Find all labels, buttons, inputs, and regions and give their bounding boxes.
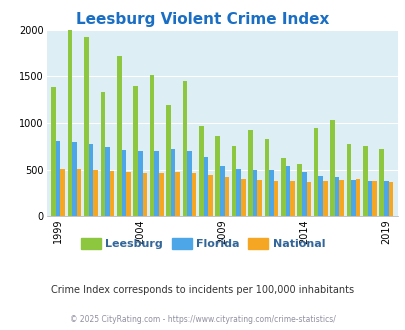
Bar xyxy=(158,173,163,216)
Bar xyxy=(306,182,311,216)
Bar xyxy=(371,181,376,216)
Bar xyxy=(142,173,147,216)
Bar xyxy=(105,147,109,216)
Bar xyxy=(77,169,81,216)
Bar xyxy=(121,150,126,216)
Bar xyxy=(285,166,290,216)
Bar xyxy=(93,170,98,216)
Bar xyxy=(191,173,196,216)
Bar xyxy=(257,180,261,216)
Bar xyxy=(241,179,245,216)
Legend: Leesburg, Florida, National: Leesburg, Florida, National xyxy=(76,234,329,253)
Bar xyxy=(203,157,208,216)
Bar xyxy=(138,151,142,216)
Bar xyxy=(51,87,56,216)
Bar xyxy=(198,126,203,216)
Bar xyxy=(313,128,318,216)
Bar xyxy=(346,144,350,216)
Bar xyxy=(269,170,273,216)
Bar xyxy=(247,130,252,216)
Text: Leesburg Violent Crime Index: Leesburg Violent Crime Index xyxy=(76,12,329,26)
Bar xyxy=(215,136,220,216)
Bar xyxy=(252,171,257,216)
Bar xyxy=(154,151,158,216)
Bar xyxy=(60,169,65,216)
Bar xyxy=(329,120,334,216)
Bar xyxy=(133,86,138,216)
Bar xyxy=(322,181,327,216)
Bar xyxy=(231,146,236,216)
Bar xyxy=(297,164,301,216)
Bar xyxy=(208,175,212,216)
Bar xyxy=(339,180,343,216)
Bar xyxy=(126,172,130,216)
Bar xyxy=(187,151,191,216)
Bar xyxy=(109,171,114,216)
Bar xyxy=(318,176,322,216)
Bar xyxy=(220,166,224,216)
Bar xyxy=(388,182,392,216)
Bar xyxy=(149,75,154,216)
Bar xyxy=(290,181,294,216)
Bar xyxy=(88,144,93,216)
Bar xyxy=(273,181,278,216)
Bar xyxy=(301,172,306,216)
Text: Crime Index corresponds to incidents per 100,000 inhabitants: Crime Index corresponds to incidents per… xyxy=(51,285,354,295)
Bar xyxy=(350,180,355,216)
Bar xyxy=(166,105,171,216)
Bar xyxy=(264,139,269,216)
Bar xyxy=(175,172,179,216)
Bar xyxy=(355,179,360,216)
Bar xyxy=(362,146,367,216)
Bar xyxy=(182,81,187,216)
Bar xyxy=(84,37,88,216)
Text: © 2025 CityRating.com - https://www.cityrating.com/crime-statistics/: © 2025 CityRating.com - https://www.city… xyxy=(70,315,335,324)
Bar xyxy=(72,142,77,216)
Bar xyxy=(171,149,175,216)
Bar xyxy=(117,56,121,216)
Bar xyxy=(236,169,241,216)
Bar xyxy=(334,177,339,216)
Bar xyxy=(383,181,388,216)
Bar xyxy=(56,141,60,216)
Bar xyxy=(367,181,371,216)
Bar xyxy=(224,178,228,216)
Bar xyxy=(280,158,285,216)
Bar xyxy=(68,30,72,216)
Bar xyxy=(100,92,105,216)
Bar xyxy=(379,149,383,216)
